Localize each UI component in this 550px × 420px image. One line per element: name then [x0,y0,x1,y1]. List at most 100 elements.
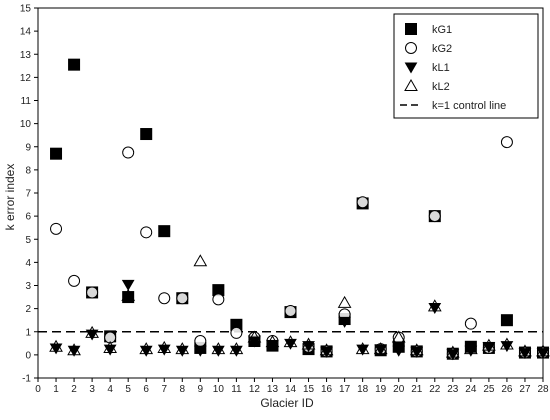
x-tick-label: 13 [267,384,279,395]
y-tick-label: 0 [25,350,31,361]
point-kg2 [158,292,171,305]
y-tick-label: 5 [25,235,31,246]
x-tick-label: 16 [321,384,333,395]
point-kl1 [103,344,117,356]
y-tick-label: 15 [20,4,32,15]
x-tick-label: 15 [303,384,315,395]
point-kl2 [409,343,424,356]
point-kl1 [175,345,189,357]
x-axis-title: Glacier ID [260,396,314,410]
point-kl1 [85,329,99,341]
x-tick-label: 5 [125,384,131,395]
x-tick-label: 28 [537,384,549,395]
x-tick-label: 8 [180,384,186,395]
y-tick-label: -1 [22,374,31,385]
x-tick-label: 7 [161,384,167,395]
legend-label: kL1 [432,62,450,74]
point-kg1 [500,314,513,327]
x-tick-label: 1 [53,384,59,395]
point-kl2 [500,337,514,350]
point-kg1 [68,58,81,71]
x-tick-label: 21 [411,384,423,395]
legend-label: kG2 [432,43,452,55]
x-tick-label: 23 [447,384,459,395]
x-tick-label: 11 [231,384,242,395]
point-kg2 [194,335,207,347]
x-tick-label: 3 [89,384,95,395]
point-kl2 [211,342,226,355]
point-kg2 [122,146,135,159]
legend-marker-kl1 [404,62,418,74]
point-kg2 [104,331,117,344]
x-tick-label: 14 [285,384,297,395]
point-kl1 [157,344,171,356]
y-tick-label: 13 [20,50,32,61]
point-kl1 [230,345,243,357]
point-kg2 [212,293,225,306]
y-tick-label: 1 [25,327,31,338]
point-kl1 [193,345,207,357]
y-tick-label: 8 [25,165,31,176]
point-kl2 [445,345,460,358]
point-kl2 [373,342,388,355]
point-kl2 [265,335,280,348]
y-tick-label: 12 [20,73,32,84]
point-kg2 [176,292,189,305]
point-kg1 [122,291,135,304]
point-kl2 [518,344,532,357]
y-tick-label: 9 [25,142,31,153]
legend-label: kL2 [432,81,450,93]
x-tick-label: 19 [375,384,387,395]
x-tick-label: 4 [107,384,113,395]
point-kl2 [121,288,136,301]
y-tick-label: 3 [25,281,31,292]
y-tick-label: 7 [25,189,31,200]
point-kg2 [284,304,297,317]
point-kg2 [428,210,441,223]
point-kl2 [463,342,478,355]
point-kg2 [68,274,81,287]
x-tick-label: 22 [429,384,441,395]
point-kl2 [175,342,190,355]
x-tick-label: 0 [35,384,41,395]
point-kl2 [49,339,63,352]
legend-marker-kl2 [404,78,418,91]
point-kg2 [500,136,513,149]
point-kl1 [211,345,225,357]
legend-marker-kg2 [405,42,417,54]
x-tick-label: 12 [249,384,261,395]
x-tick-label: 2 [71,384,77,395]
point-kl1 [338,316,351,328]
x-tick-label: 6 [143,384,149,395]
x-tick-label: 18 [357,384,369,395]
y-tick-label: 11 [21,96,32,107]
legend-label: k=1 control line [432,100,506,112]
point-kl2 [247,330,262,343]
point-kl2 [67,343,81,356]
point-kg2 [86,286,99,299]
point-kl1 [284,338,297,350]
point-kg2 [230,326,243,339]
point-kg2 [140,226,153,239]
point-kl2 [103,340,118,353]
point-kl2 [391,330,406,343]
y-axis-title: k error index [3,164,17,231]
y-tick-label: 14 [20,27,32,38]
point-kl2 [157,340,172,353]
point-kl2 [355,342,370,355]
point-kl1 [266,339,279,351]
legend-label: kG1 [432,24,452,36]
y-tick-label: 4 [25,258,31,269]
x-tick-label: 9 [198,384,204,395]
x-tick-label: 25 [483,384,495,395]
point-kl2 [319,343,334,356]
point-kl2 [301,337,316,350]
point-kl2 [427,299,442,312]
point-kl1 [139,345,153,357]
point-kl1 [500,341,514,353]
x-tick-label: 27 [519,384,531,395]
point-kl2 [337,295,352,308]
y-tick-label: 6 [25,212,31,223]
point-kg2 [356,196,369,209]
